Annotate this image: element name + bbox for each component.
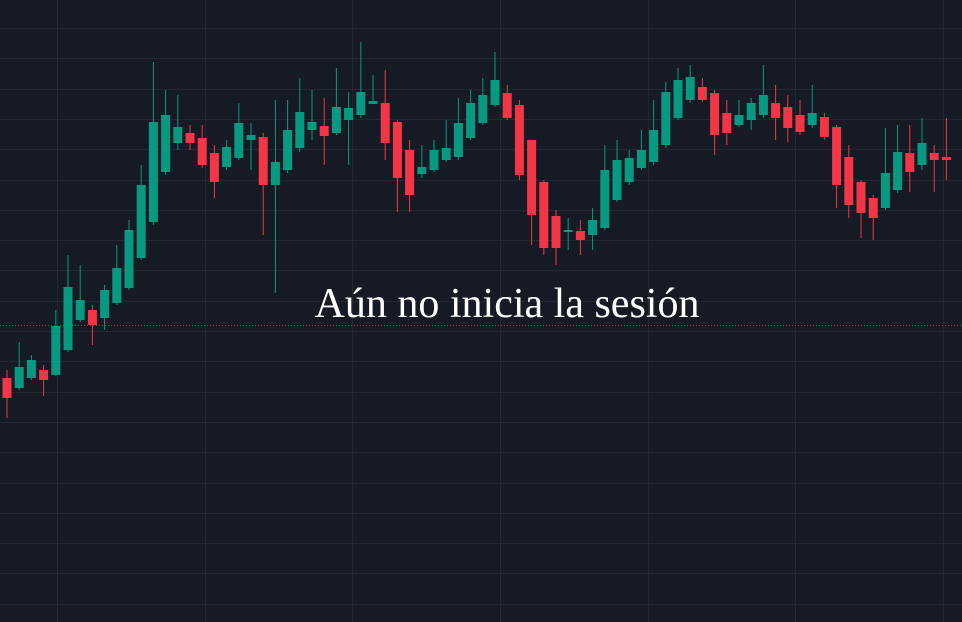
candle-body: [148, 122, 158, 222]
candle-body: [75, 300, 85, 320]
candle-body: [697, 87, 707, 100]
candle-body: [136, 185, 146, 258]
candle-body: [649, 130, 659, 162]
candle-body: [844, 157, 854, 205]
candle-body: [405, 150, 415, 195]
candle-body: [832, 127, 842, 185]
candle-body: [270, 162, 280, 185]
candle-body: [185, 133, 195, 143]
candle-body: [234, 123, 244, 158]
candle-body: [905, 153, 915, 172]
candle-body: [417, 167, 427, 174]
candle-body: [209, 153, 219, 182]
candle-body: [283, 130, 293, 170]
candle-body: [661, 92, 671, 145]
candle-body: [124, 230, 134, 288]
candle-body: [295, 112, 305, 148]
candles: [2, 42, 951, 418]
candle-body: [563, 230, 573, 232]
candle-body: [307, 122, 317, 130]
candle-body: [258, 137, 268, 185]
candle-body: [771, 103, 781, 118]
candle-body: [758, 95, 768, 115]
candle-body: [527, 140, 537, 215]
candle-body: [246, 135, 256, 140]
candle-body: [600, 170, 610, 228]
candle-body: [331, 107, 341, 133]
candle-body: [514, 105, 524, 175]
candle-body: [392, 122, 402, 178]
candle-body: [441, 148, 451, 160]
candle-body: [722, 113, 732, 133]
candle-body: [624, 158, 634, 182]
candle-body: [197, 138, 207, 165]
candle-body: [14, 367, 24, 388]
candle-body: [502, 93, 512, 118]
candle-body: [466, 103, 476, 138]
candle-body: [39, 370, 49, 380]
candle-body: [319, 126, 329, 136]
candle-body: [63, 287, 73, 350]
candle-body: [588, 220, 598, 235]
candle-body: [112, 268, 122, 303]
candle-body: [380, 103, 390, 143]
candle-body: [929, 153, 939, 160]
candle-body: [575, 231, 585, 240]
candle-body: [795, 115, 805, 132]
candle-body: [807, 113, 817, 125]
candle-body: [941, 157, 951, 160]
candle-body: [2, 378, 12, 398]
candle-body: [612, 160, 622, 200]
candle-body: [819, 117, 829, 137]
candle-body: [100, 290, 110, 318]
candle-body: [429, 150, 439, 170]
candle-body: [87, 310, 97, 325]
candle-body: [673, 80, 683, 118]
candle-body: [356, 92, 366, 115]
candle-body: [344, 108, 354, 120]
candle-body: [173, 127, 183, 143]
candle-body: [51, 326, 61, 375]
candle-body: [222, 147, 232, 167]
candle-body: [26, 360, 36, 378]
candle-body: [685, 77, 695, 100]
candle-body: [539, 182, 549, 248]
candle-body: [783, 107, 793, 128]
candle-body: [734, 115, 744, 125]
session-message: Aún no inicia la sesión: [315, 281, 700, 327]
candle-body: [368, 101, 378, 104]
candle-body: [453, 123, 463, 157]
candle-body: [161, 115, 171, 172]
candle-body: [746, 103, 756, 120]
candle-body: [917, 143, 927, 165]
candle-body: [636, 150, 646, 168]
candle-body: [710, 93, 720, 135]
candle-body: [868, 198, 878, 218]
candle-body: [880, 173, 890, 208]
candle-body: [893, 152, 903, 190]
candle-body: [856, 182, 866, 213]
candle-body: [551, 216, 561, 248]
candle-body: [478, 95, 488, 123]
candle-body: [490, 80, 500, 105]
